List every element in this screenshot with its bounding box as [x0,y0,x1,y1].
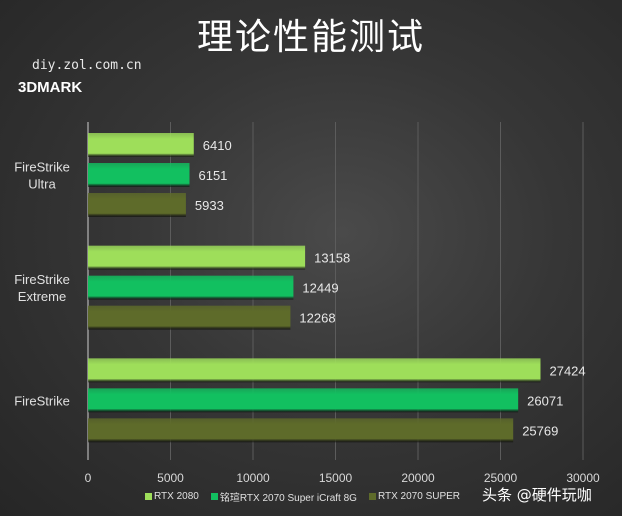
bar [88,275,294,300]
bar [88,133,194,157]
bar [88,388,519,413]
legend: RTX 2080 铭瑄RTX 2070 Super iCraft 8G RTX 20… [145,489,460,504]
watermark: 头条 @硬件玩咖 [482,486,592,504]
data-label: 5933 [195,198,224,213]
bar [88,358,541,383]
legend-swatch [210,493,218,500]
data-label: 13158 [314,251,350,266]
bar [88,193,186,217]
legend-label: RTX 2070 SUPER [377,491,461,502]
data-label: 12449 [302,281,338,296]
category-label: FireStrike [14,272,70,287]
x-tick-label: 15000 [319,471,353,485]
data-label: 25769 [522,423,558,438]
x-tick-label: 0 [85,471,92,485]
data-label: 6410 [203,138,232,153]
x-tick-label: 20000 [401,471,435,485]
chart-title: 理论性能测试 [196,17,425,58]
legend-label: RTX 2080 [154,491,199,502]
bar [88,305,291,330]
bar [88,245,306,270]
category-label: FireStrike [14,160,70,175]
x-tick-label: 10000 [236,471,270,485]
data-label: 6151 [198,168,227,183]
legend-item: RTX 2070 SUPER [368,491,461,502]
source-text: diy.zol.com.cn [32,58,142,73]
x-tick-label: 25000 [484,471,518,485]
bar [88,418,514,443]
category-label: FireStrike [14,393,70,408]
category-label: Ultra [28,177,56,192]
bar [88,163,190,187]
data-label: 12268 [299,311,335,326]
legend-label: 铭瑄RTX 2070 Super iCraft 8G [219,493,357,504]
x-tick-label: 30000 [566,471,600,485]
x-tick-label: 5000 [157,471,184,485]
chart-subtitle: 3DMARK [18,79,83,96]
data-label: 27424 [549,363,585,378]
legend-swatch [368,493,376,500]
legend-item: 铭瑄RTX 2070 Super iCraft 8G [210,489,357,504]
data-label: 26071 [527,393,563,408]
legend-item: RTX 2080 [145,491,199,502]
category-label: Extreme [18,289,66,304]
legend-swatch [145,493,152,500]
